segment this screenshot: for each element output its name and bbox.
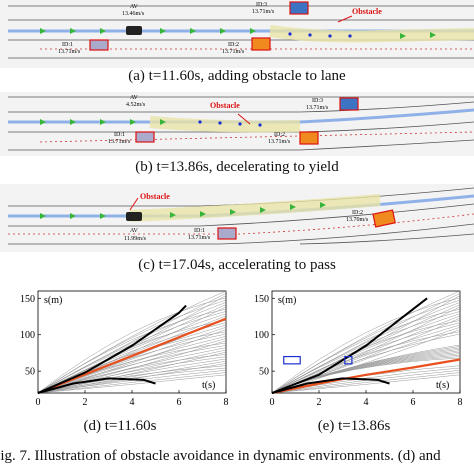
vehicle-3-id: ID:3 <box>256 2 267 8</box>
vehicle-1-icon <box>217 227 237 240</box>
series-lower-bound <box>37 377 156 394</box>
vehicle-3-speed: 13.71m/s <box>252 9 275 15</box>
y-tick-label: 150 <box>20 294 35 305</box>
x-tick-label: 6 <box>177 397 182 408</box>
vehicle-2-id: ID:2 <box>352 210 363 216</box>
x-axis-label: t(s) <box>202 380 215 391</box>
x-tick-label: 0 <box>36 397 41 408</box>
scene-a: AV 13.46m/s Obstacle ID:3 13.71m/s ID:1 … <box>0 0 474 68</box>
vehicle-3-icon <box>339 97 359 111</box>
plot-e-caption: (e) t=13.86s <box>317 418 391 434</box>
obstacle-label: Obstacle <box>140 192 170 201</box>
plot-d-caption: (d) t=11.60s <box>83 418 157 434</box>
series-upper-bound <box>37 304 187 394</box>
panel-c-caption: (c) t=17.04s, accelerating to pass <box>138 257 336 273</box>
panel-b: AV 4.52m/s Obstacle ID:3 13.71m/s ID:1 1… <box>0 92 474 180</box>
vehicle-3-icon <box>289 1 309 15</box>
y-tick-label: 50 <box>25 367 35 378</box>
obstacle-label: Obstacle <box>352 7 382 16</box>
x-tick-label: 4 <box>364 397 369 408</box>
vehicle-1-icon <box>89 39 109 51</box>
series-lower-bound <box>271 377 390 394</box>
vehicle-1-id: ID:1 <box>62 42 73 48</box>
plot-e: 0 2 4 6 8 50 100 150 s(m) t(s) <box>254 290 463 408</box>
obstacle-box-0 <box>283 355 301 365</box>
vehicle-2-icon <box>251 37 271 51</box>
series-selected <box>37 317 227 395</box>
y-axis-label: s(m) <box>44 295 62 306</box>
panel-b-caption: (b) t=13.86s, decelerating to yield <box>135 159 339 175</box>
vehicle-2-id: ID:2 <box>228 42 239 48</box>
av-label: AV <box>130 95 139 101</box>
obstacle-box-1 <box>344 355 353 365</box>
vehicle-1-id: ID:1 <box>194 228 205 234</box>
x-tick-label: 0 <box>270 397 275 408</box>
scene-b: AV 4.52m/s Obstacle ID:3 13.71m/s ID:1 1… <box>0 92 474 156</box>
series-upper-bound <box>271 297 428 394</box>
av-car-icon <box>126 26 142 35</box>
series-selected <box>271 358 461 395</box>
obstacle-label: Obstacle <box>210 101 240 110</box>
av-label: AV <box>130 228 139 234</box>
x-tick-label: 6 <box>411 397 416 408</box>
vehicle-2-speed: 13.71m/s <box>268 139 291 145</box>
vehicle-2-speed: 13.71m/s <box>222 49 245 55</box>
vehicle-3-speed: 13.71m/s <box>306 105 329 111</box>
y-axis-label: s(m) <box>278 295 296 306</box>
vehicle-1-icon <box>135 131 155 143</box>
x-tick-label: 2 <box>83 397 88 408</box>
vehicle-3-id: ID:3 <box>312 98 323 104</box>
vehicle-1-speed: 13.71m/s <box>108 139 131 145</box>
av-speed: 11.99m/s <box>124 236 147 242</box>
vehicle-2-icon <box>372 209 396 228</box>
vehicle-2-speed: 13.70m/s <box>346 217 369 223</box>
y-tick-label: 100 <box>254 330 269 341</box>
vehicle-2-id: ID:2 <box>274 132 285 138</box>
plot-d: 0 2 4 6 8 50 100 150 s(m) t(s) <box>20 290 229 408</box>
vehicle-1-speed: 13.71m/s <box>188 235 211 241</box>
x-tick-label: 2 <box>317 397 322 408</box>
av-car-icon <box>126 212 142 221</box>
figure-caption: Fig. 7. Illustration of obstacle avoidan… <box>0 448 441 464</box>
av-speed: 4.52m/s <box>126 102 146 108</box>
panel-c: Obstacle AV 11.99m/s ID:2 13.70m/s ID:1 … <box>0 184 474 276</box>
vehicle-1-speed: 13.71m/s <box>58 49 81 55</box>
x-tick-label: 8 <box>224 397 229 408</box>
av-label: AV <box>130 4 139 10</box>
vehicle-2-icon <box>299 131 319 145</box>
y-tick-label: 100 <box>20 330 35 341</box>
vehicle-1-id: ID:1 <box>114 132 125 138</box>
waypoint-arrows <box>40 28 436 39</box>
panel-a: AV 13.46m/s Obstacle ID:3 13.71m/s ID:1 … <box>0 0 474 90</box>
x-tick-label: 4 <box>130 397 135 408</box>
av-speed: 13.46m/s <box>122 11 145 17</box>
panel-a-caption: (a) t=11.60s, adding obstacle to lane <box>128 68 346 84</box>
y-tick-label: 150 <box>254 294 269 305</box>
x-axis-label: t(s) <box>436 380 449 391</box>
x-tick-label: 8 <box>458 397 463 408</box>
scene-c: Obstacle AV 11.99m/s ID:2 13.70m/s ID:1 … <box>0 184 474 252</box>
y-tick-label: 50 <box>259 367 269 378</box>
